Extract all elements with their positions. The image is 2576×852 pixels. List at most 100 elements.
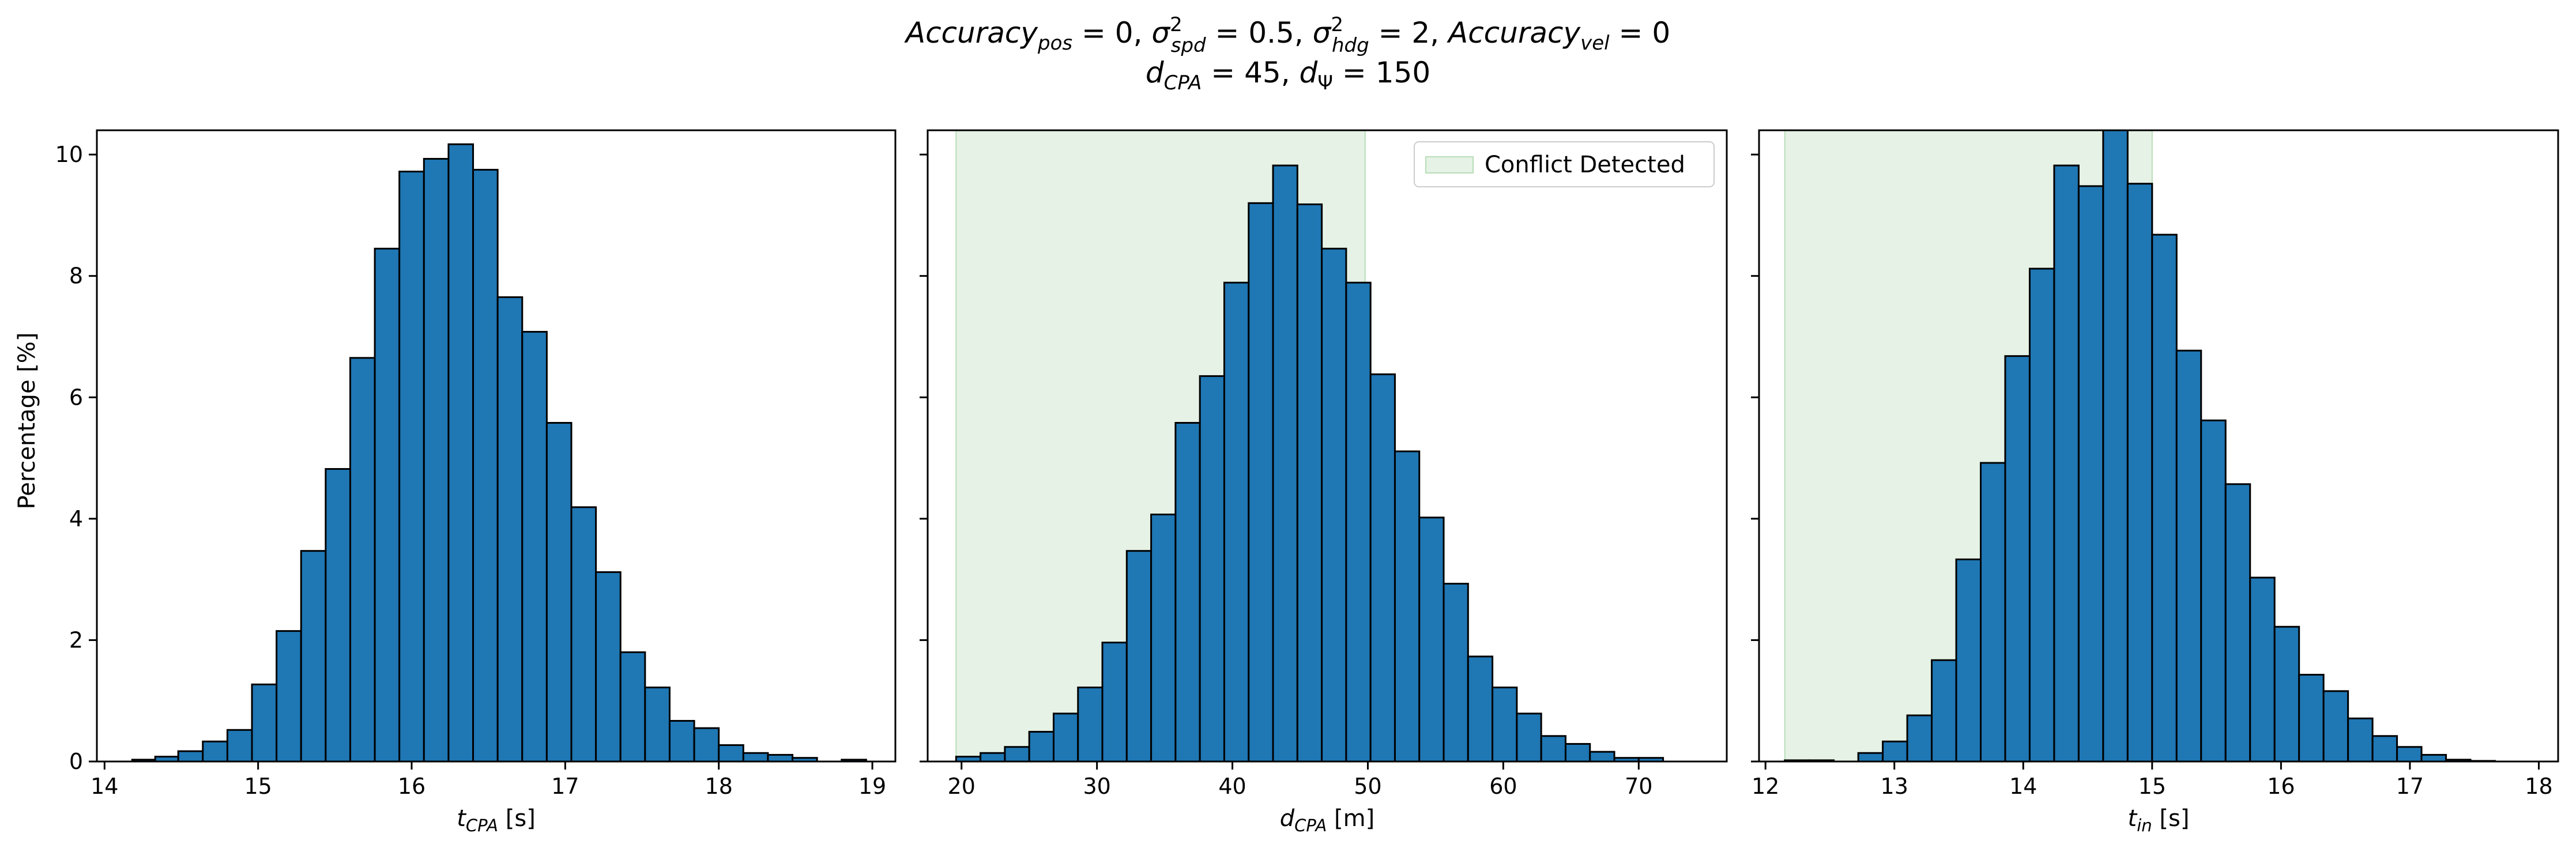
histogram-bar bbox=[1857, 752, 1884, 761]
histogram-bar bbox=[1906, 714, 1933, 761]
legend-swatch bbox=[1425, 156, 1474, 174]
y-tick-label: 4 bbox=[69, 506, 83, 531]
histogram-bar bbox=[1443, 583, 1469, 761]
axes-frame bbox=[1758, 129, 2559, 763]
histogram-bar bbox=[742, 752, 769, 761]
histogram-bar bbox=[668, 719, 695, 761]
histogram-bar bbox=[2371, 735, 2398, 761]
histogram-bar bbox=[2322, 690, 2349, 761]
histogram-bar bbox=[2004, 355, 2031, 761]
histogram-bar bbox=[1077, 687, 1104, 761]
x-tick-label: 20 bbox=[948, 774, 976, 799]
histogram-bar bbox=[2102, 130, 2129, 761]
histogram-bar bbox=[2298, 673, 2325, 761]
histogram-bar bbox=[1369, 373, 1396, 761]
y-tick-label: 6 bbox=[69, 384, 83, 410]
histogram-bar bbox=[226, 729, 253, 761]
histogram-bar bbox=[1028, 730, 1054, 761]
plot-area bbox=[1784, 130, 2496, 761]
histogram-bar bbox=[1223, 281, 1250, 761]
x-tick-label: 14 bbox=[91, 774, 118, 799]
legend-label: Conflict Detected bbox=[1485, 152, 1685, 178]
histogram-bar bbox=[1150, 513, 1177, 761]
histogram-bar bbox=[521, 331, 548, 761]
histogram-bar bbox=[619, 651, 646, 761]
legend: Conflict Detected bbox=[1414, 141, 1715, 187]
histogram-bar bbox=[472, 168, 499, 761]
histogram-bar bbox=[349, 357, 376, 761]
histogram-bar bbox=[980, 752, 1006, 761]
histogram-bar bbox=[2420, 753, 2447, 761]
histogram-bar bbox=[767, 753, 794, 761]
histogram-bar bbox=[202, 740, 228, 761]
x-tick-label: 60 bbox=[1489, 774, 1517, 799]
histogram-bar bbox=[1345, 281, 1372, 761]
histogram-bar bbox=[1418, 517, 1445, 761]
y-axis-label: Percentage [%] bbox=[14, 333, 40, 510]
x-tick-label: 18 bbox=[2525, 774, 2552, 799]
histogram-bar bbox=[2175, 349, 2202, 761]
histogram-bar bbox=[300, 550, 327, 761]
histogram-bar bbox=[374, 247, 401, 761]
histogram-bar bbox=[1931, 659, 1957, 761]
figure-title-line1: Accuracypos = 0, σ2 spd = 0.5, σ2 hdg = 2,… bbox=[904, 13, 1670, 57]
histogram-bar bbox=[1589, 751, 1615, 761]
panel-t-in: 12 13 14 15 16 17 18 tin [s] bbox=[1751, 129, 2559, 835]
histogram-bar bbox=[2077, 185, 2104, 761]
x-tick-label: 16 bbox=[398, 774, 425, 799]
figure-title-line2: dCPA = 45, dΨ = 150 bbox=[1146, 56, 1430, 95]
histogram-bar bbox=[1394, 450, 1421, 761]
histogram-bar bbox=[1174, 421, 1201, 761]
histogram-bar bbox=[2151, 233, 2178, 761]
histogram-bar bbox=[2347, 717, 2374, 761]
histogram-bar bbox=[177, 750, 204, 761]
histogram-bar bbox=[1248, 202, 1274, 761]
x-axis-label: tin [s] bbox=[2128, 805, 2190, 835]
x-tick-label: 14 bbox=[2009, 774, 2037, 799]
histogram-bar bbox=[325, 468, 351, 761]
x-tick-label: 19 bbox=[858, 774, 886, 799]
histogram-bar bbox=[2224, 483, 2251, 761]
y-tick-label: 10 bbox=[55, 142, 83, 167]
histogram-bar bbox=[792, 757, 818, 761]
histogram-bar bbox=[423, 157, 450, 761]
histogram-bar bbox=[2053, 164, 2080, 761]
histogram-bar bbox=[1955, 558, 1982, 761]
x-tick-label: 30 bbox=[1083, 774, 1110, 799]
plot-area bbox=[131, 143, 867, 761]
histogram-bar bbox=[1052, 712, 1079, 761]
histogram-bar bbox=[1101, 642, 1128, 761]
histogram-bar bbox=[496, 296, 524, 761]
histogram-bar bbox=[2396, 746, 2423, 761]
histogram-bar bbox=[1125, 550, 1153, 761]
axes-frame bbox=[96, 129, 897, 763]
histogram-bar bbox=[1637, 757, 1664, 761]
legend-box bbox=[1414, 141, 1715, 187]
histogram-bar bbox=[2126, 183, 2153, 761]
x-axis-label: dCPA [m] bbox=[1280, 805, 1374, 835]
histogram-bar bbox=[398, 171, 425, 761]
histogram-bar bbox=[447, 143, 474, 761]
histogram-bar bbox=[2028, 267, 2055, 761]
x-tick-label: 16 bbox=[2267, 774, 2295, 799]
histogram-bar bbox=[1004, 746, 1030, 761]
plot-area bbox=[955, 130, 1664, 761]
histogram-bar bbox=[1321, 247, 1347, 761]
histogram-bar bbox=[693, 727, 720, 761]
histogram-bar bbox=[2273, 625, 2300, 761]
histogram-bar bbox=[545, 421, 573, 761]
histogram-bar bbox=[2200, 419, 2227, 761]
y-tick-label: 8 bbox=[69, 263, 83, 289]
histogram-bar bbox=[718, 744, 744, 761]
histogram-bar bbox=[1467, 655, 1494, 761]
x-tick-label: 15 bbox=[2138, 774, 2166, 799]
x-tick-label: 12 bbox=[1752, 774, 1779, 799]
histogram-bar bbox=[1272, 164, 1298, 761]
histogram-bar bbox=[1296, 203, 1323, 761]
panel-d-cpa: 20 30 40 50 60 70 dCPA [m] Conflict Detected bbox=[920, 129, 1728, 835]
axes-frame bbox=[927, 129, 1728, 763]
histogram-bar bbox=[1516, 712, 1542, 761]
histogram-bar bbox=[1540, 735, 1566, 761]
histogram-bar bbox=[1564, 742, 1591, 761]
